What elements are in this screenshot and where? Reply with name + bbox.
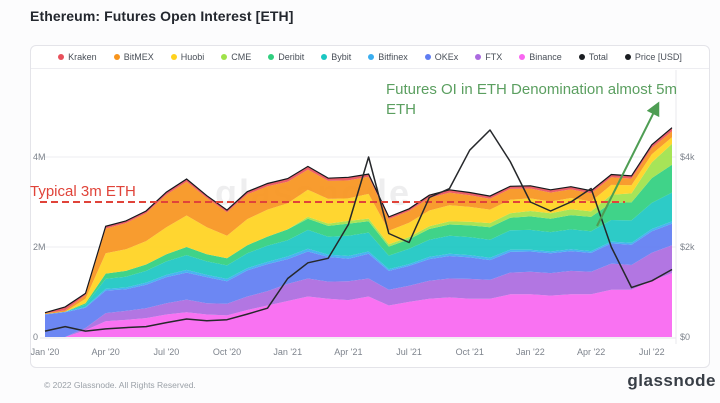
legend-dot-icon	[578, 54, 585, 60]
stacked-areas	[45, 127, 672, 337]
x-tick: Jan '21	[273, 347, 302, 357]
y-right-tick: $0	[680, 332, 690, 342]
page-title: Ethereum: Futures Open Interest [ETH]	[30, 8, 294, 24]
legend-dot-icon	[519, 54, 526, 60]
x-tick: Jan '22	[516, 347, 545, 357]
legend-dot-icon	[321, 54, 328, 60]
legend-item-kraken[interactable]: Kraken	[58, 52, 97, 62]
legend-item-okex[interactable]: OKEx	[424, 52, 459, 62]
y-left-tick: 4M	[33, 152, 46, 162]
total-line	[44, 127, 673, 314]
legend-item-huobi[interactable]: Huobi	[170, 52, 205, 62]
legend-item-label: Huobi	[180, 52, 205, 62]
legend-item-label: OKEx	[434, 52, 459, 62]
price-usd-line	[44, 129, 673, 332]
legend-dot-icon	[624, 54, 631, 60]
y-left-tick: 2M	[33, 242, 46, 252]
legend-item-cme[interactable]: CME	[221, 52, 251, 62]
legend-item-label: Bitfinex	[378, 52, 408, 62]
legend-item-label: BitMEX	[123, 52, 154, 62]
legend-item-bitfinex[interactable]: Bitfinex	[368, 52, 408, 62]
x-tick: Apr '22	[577, 347, 605, 357]
copyright-text: © 2022 Glassnode. All Rights Reserved.	[44, 380, 196, 390]
area-bitmex	[45, 131, 672, 315]
legend-item-binance[interactable]: Binance	[519, 52, 562, 62]
legend-item-bybit[interactable]: Bybit	[321, 52, 351, 62]
legend-dot-icon	[170, 54, 177, 60]
legend-item-label: Deribit	[278, 52, 305, 62]
legend-item-label: Binance	[529, 52, 562, 62]
legend-dot-icon	[368, 54, 375, 60]
y-right-tick: $2k	[680, 242, 695, 252]
legend-item-label: Price [USD]	[634, 52, 682, 62]
legend-item-bitmex[interactable]: BitMEX	[113, 52, 154, 62]
x-tick: Jan '20	[31, 347, 60, 357]
area-okex	[45, 223, 672, 337]
x-tick: Apr '21	[334, 347, 362, 357]
legend-dot-icon	[268, 54, 275, 60]
annotation-arrow-icon	[596, 101, 660, 227]
legend-item-total[interactable]: Total	[578, 52, 608, 62]
legend-item-deribit[interactable]: Deribit	[268, 52, 304, 62]
legend-dot-icon	[424, 54, 431, 60]
chart-legend: Kraken BitMEX Huobi CME Deribit Bybit Bitfinex…	[31, 46, 709, 69]
x-tick: Jul '20	[153, 347, 179, 357]
area-ftx	[45, 245, 672, 337]
legend-item-label: CME	[231, 52, 252, 62]
area-bybit	[45, 192, 672, 315]
annotation-futures-oi: Futures OI in ETH Denomination almost 5m…	[386, 81, 677, 118]
area-huobi	[45, 137, 672, 315]
legend-dot-icon	[475, 54, 482, 60]
legend-item-label: Total	[588, 52, 608, 62]
legend-dot-icon	[113, 54, 120, 60]
glassnode-logo: glassnode	[627, 371, 716, 390]
legend-item-label: Bybit	[331, 52, 352, 62]
annotation-typical-3m: Typical 3m ETH	[30, 183, 136, 200]
x-tick: Oct '20	[213, 347, 241, 357]
legend-item-label: Kraken	[68, 52, 97, 62]
legend-item-ftx[interactable]: FTX	[475, 52, 502, 62]
x-tick: Jul '21	[396, 347, 422, 357]
y-left-tick: 0	[33, 332, 38, 342]
x-tick: Jul '22	[639, 347, 665, 357]
legend-item-price-usd-[interactable]: Price [USD]	[624, 52, 682, 62]
legend-dot-icon	[221, 54, 228, 60]
x-tick: Apr '20	[92, 347, 120, 357]
legend-dot-icon	[58, 54, 65, 60]
y-right-tick: $4k	[680, 152, 695, 162]
x-tick: Oct '21	[456, 347, 484, 357]
legend-item-label: FTX	[485, 52, 503, 62]
axis-labels: 0 2M 4M $0 $2k $4k Jan '20 Apr '20 Jul '20 Oct '2…	[31, 152, 695, 357]
